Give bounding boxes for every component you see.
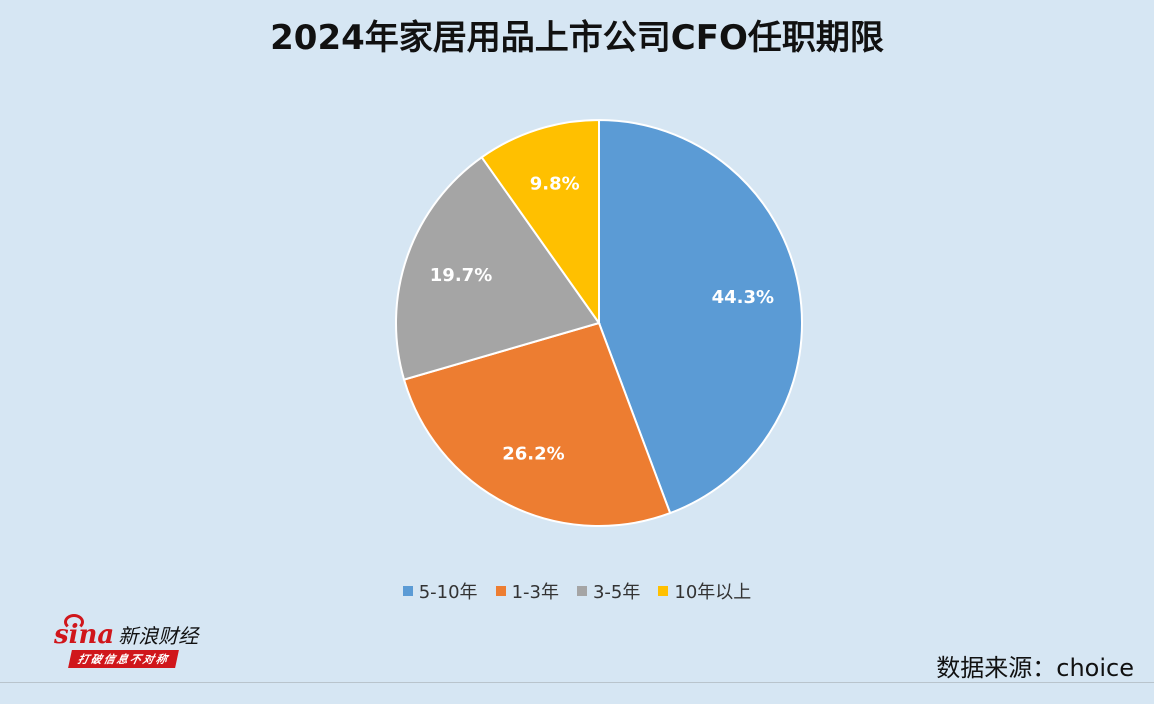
legend: 5-10年 1-3年 3-5年 10年以上	[0, 578, 1154, 604]
slice-label-1-3: 26.2%	[502, 444, 564, 465]
legend-label-10-plus: 10年以上	[674, 582, 752, 603]
slice-label-5-10: 44.3%	[712, 287, 774, 308]
legend-label-5-10: 5-10年	[418, 582, 478, 603]
legend-label-3-5: 3-5年	[592, 582, 641, 603]
slice-label-10-plus: 9.8%	[530, 174, 580, 195]
logo-slogan: 打破信息不对称	[68, 650, 179, 668]
legend-swatch-5-10	[402, 586, 413, 596]
slice-label-3-5: 19.7%	[430, 265, 492, 286]
legend-item-5-10: 5-10年	[402, 578, 478, 604]
chart-title: 2024年家居用品上市公司CFO任职期限	[270, 18, 884, 58]
bottom-divider	[0, 682, 1154, 683]
legend-item-1-3: 1-3年	[495, 578, 559, 604]
sina-logo-mark: sina	[54, 614, 114, 648]
logo-name: 新浪财经	[118, 624, 199, 648]
legend-item-3-5: 3-5年	[576, 578, 641, 604]
legend-swatch-1-3	[495, 586, 506, 596]
sina-eye-icon	[64, 614, 84, 630]
legend-swatch-3-5	[576, 586, 587, 596]
data-source: 数据来源：choice	[936, 654, 1134, 682]
pie-slice-10-plus	[480, 118, 600, 327]
legend-label-1-3: 1-3年	[511, 582, 559, 603]
pie-slice-3-5	[395, 155, 601, 381]
pie-slice-1-3	[402, 321, 672, 527]
pie-slice-5-10	[598, 118, 803, 515]
sina-finance-logo: sina 新浪财经 打破信息不对称	[54, 614, 214, 674]
legend-swatch-10-plus	[658, 586, 669, 596]
legend-item-10-plus: 10年以上	[658, 578, 751, 604]
